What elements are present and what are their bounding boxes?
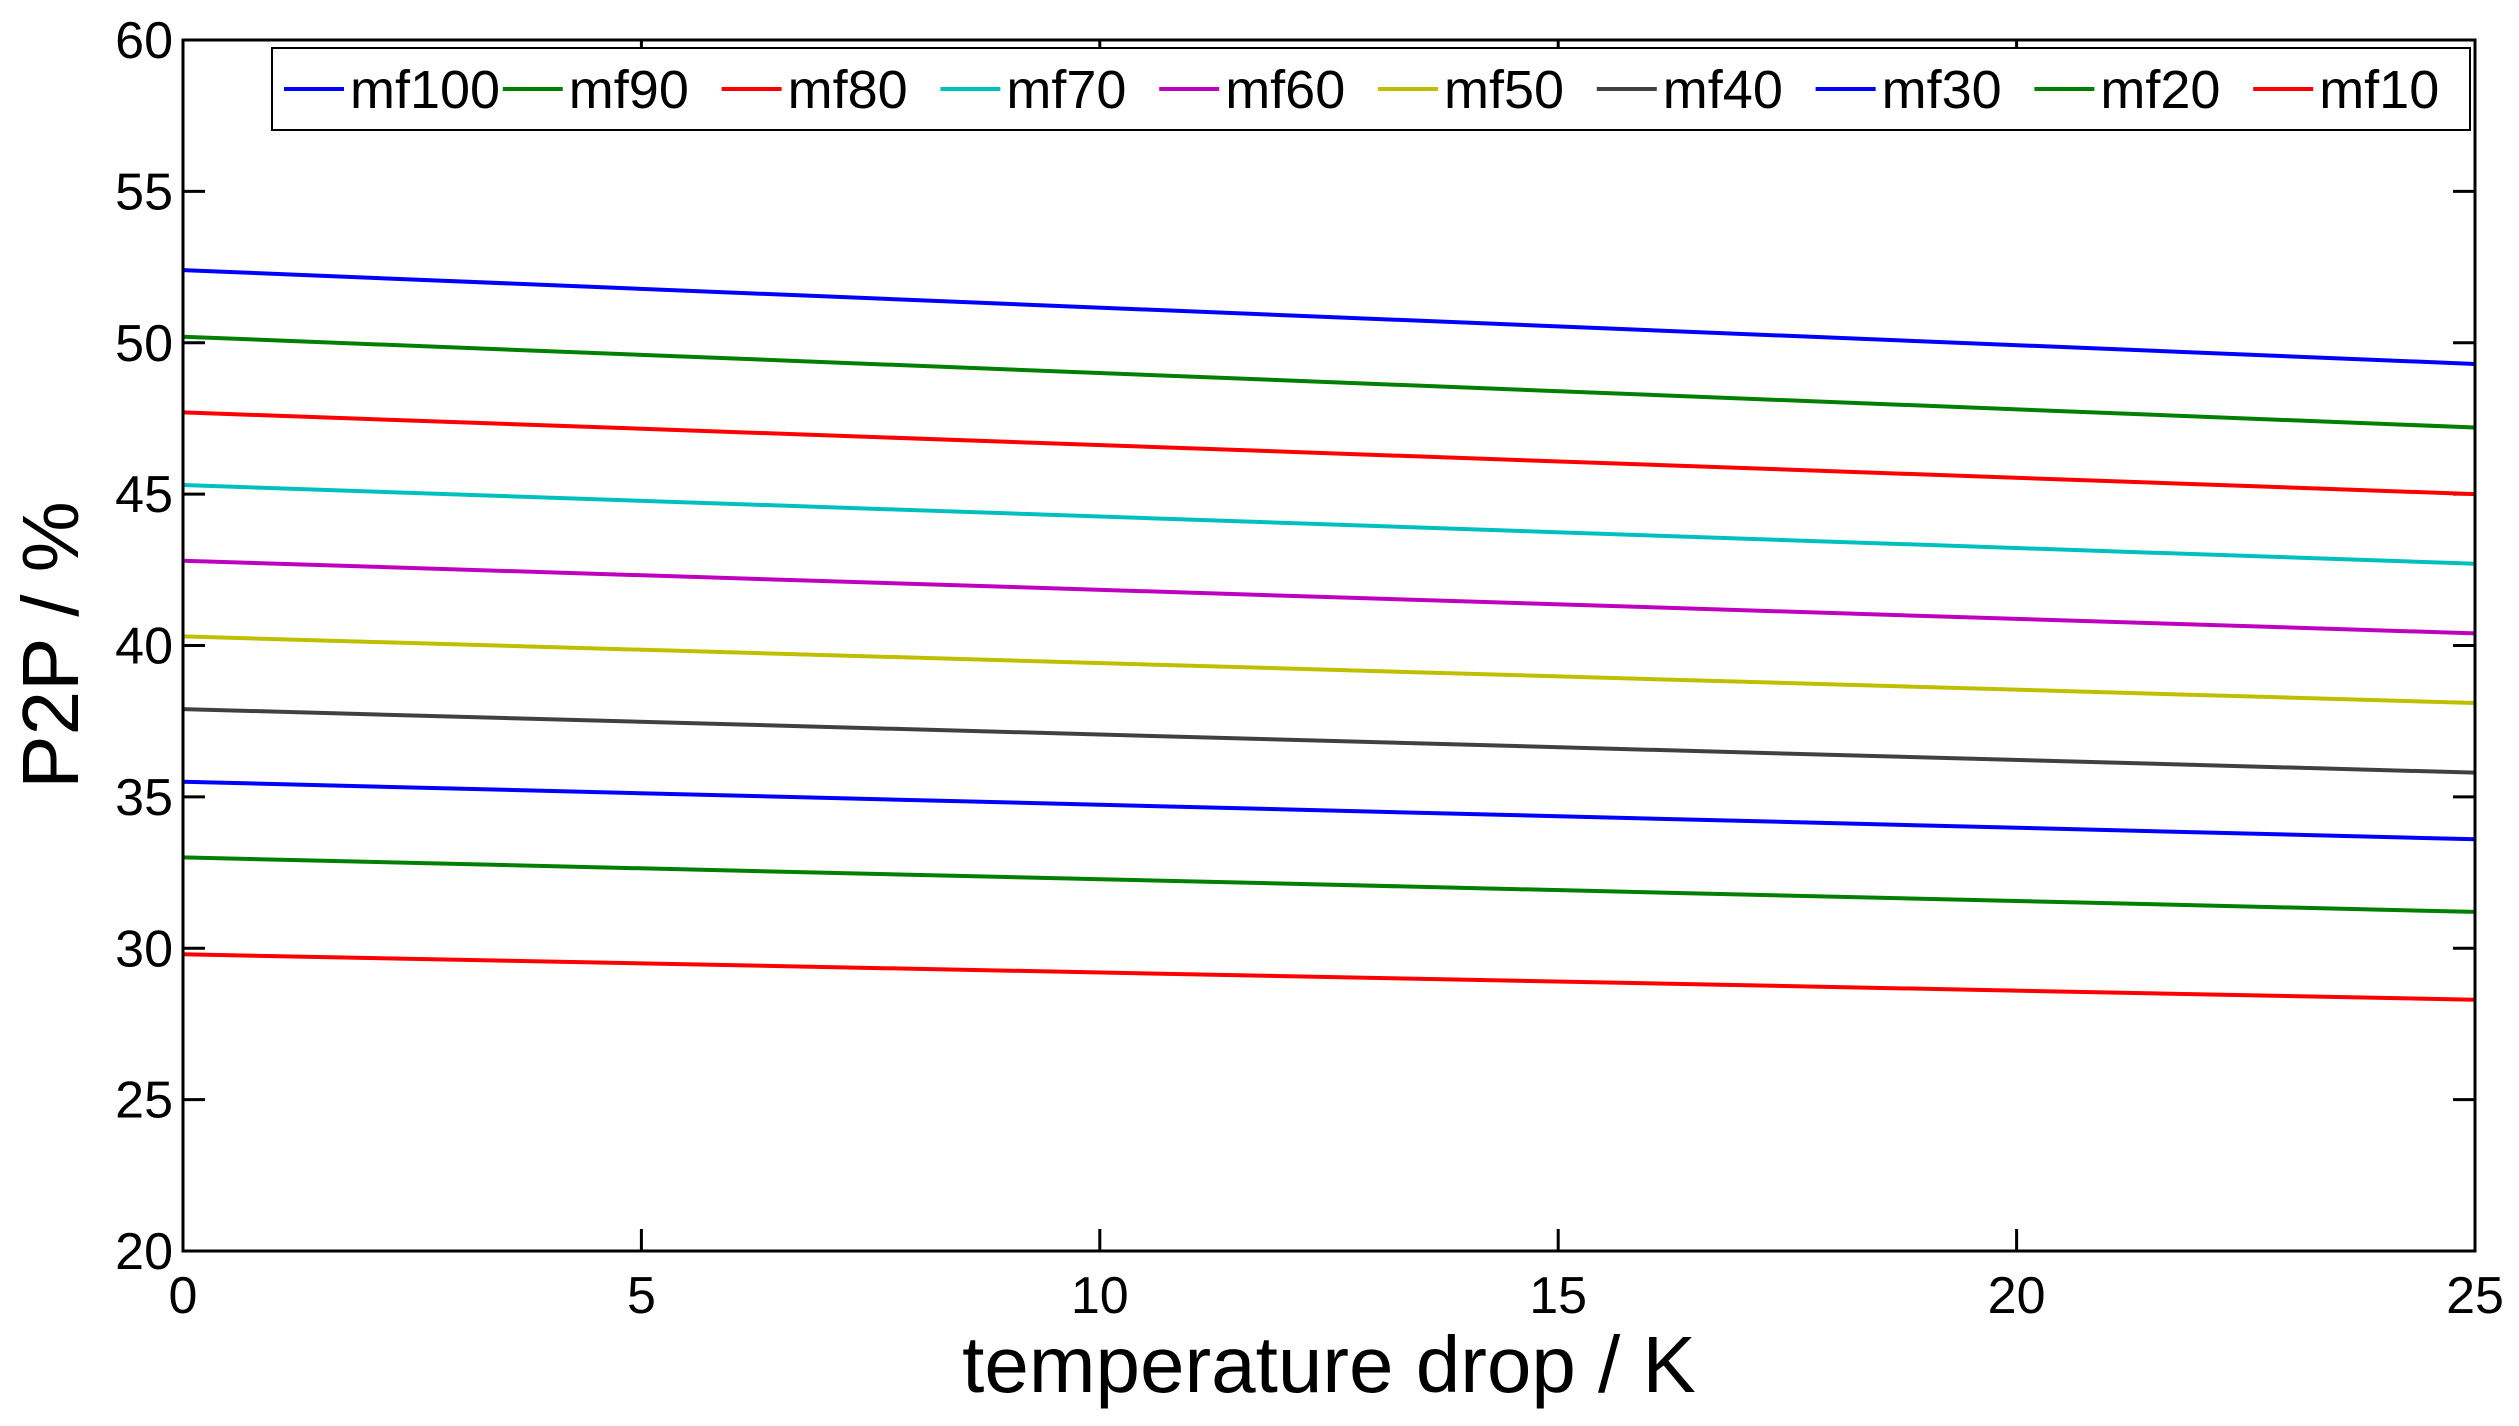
y-tick-label: 40 [115,618,173,676]
y-tick-label: 25 [115,1072,173,1130]
y-tick-label: 20 [115,1223,173,1281]
y-tick-label: 35 [115,769,173,827]
x-tick-label: 0 [169,1267,198,1325]
series-line-mf80 [182,410,2476,497]
y-tick-label: 45 [115,466,173,524]
legend-box [271,47,2471,131]
legend-label-mf10: mf10 [2319,60,2439,120]
y-tick-label: 60 [115,12,173,70]
plot-frame [181,38,2477,1253]
legend: mf100 mf90 mf80 mf70 mf60 mf50 mf40 mf30 mf20 mf1… [271,47,2471,131]
series-line-mf70 [182,483,2476,566]
series-line-mf50 [182,634,2476,706]
legend-label-mf70: mf70 [1006,60,1126,120]
legend-label-mf100: mf100 [350,60,500,120]
legend-label-mf50: mf50 [1444,60,1564,120]
series-lines [182,268,2476,1002]
x-tick-label: 10 [1071,1267,1129,1325]
legend-label-mf60: mf60 [1225,60,1345,120]
legend-label-mf80: mf80 [788,60,908,120]
series-line-mf10 [182,952,2476,1002]
axis-ticks: 0 5 10 15 20 25 20 25 30 35 40 45 50 55 60 [115,12,2504,1325]
x-tick-label: 25 [2446,1267,2504,1325]
legend-label-mf30: mf30 [1882,60,2002,120]
series-line-mf60 [182,558,2476,636]
series-line-mf40 [182,707,2476,775]
series-line-mf100 [182,268,2476,366]
series-line-mf20 [182,855,2476,914]
y-tick-label: 55 [115,163,173,221]
x-tick-label: 5 [627,1267,656,1325]
legend-label-mf20: mf20 [2100,60,2220,120]
series-line-mf30 [182,779,2476,842]
y-tick-label: 50 [115,315,173,373]
x-tick-label: 20 [1988,1267,2046,1325]
plot-area [183,40,2475,1251]
legend-label-mf90: mf90 [569,60,689,120]
y-tick-label: 30 [115,920,173,978]
x-tick-label: 15 [1529,1267,1587,1325]
y-axis-title: P2P / % [6,501,95,789]
legend-label-mf40: mf40 [1663,60,1783,120]
series-line-mf90 [182,334,2476,430]
x-axis-title: temperature drop / K [962,1320,1696,1409]
